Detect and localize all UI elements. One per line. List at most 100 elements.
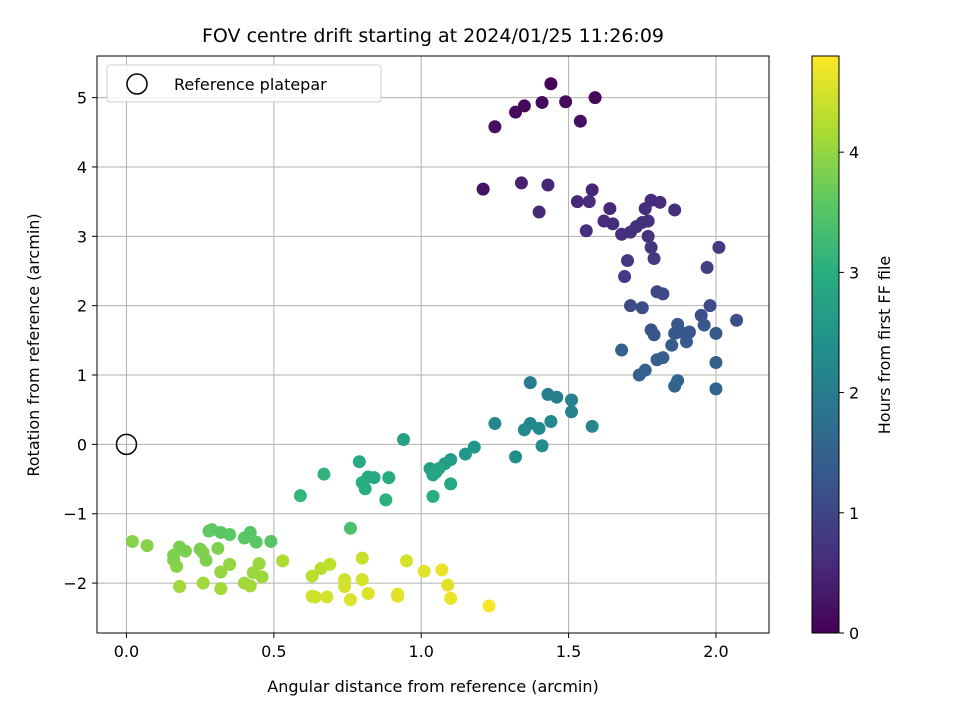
data-point	[214, 565, 228, 579]
data-point	[355, 573, 369, 587]
data-point	[585, 419, 599, 433]
colorbar-gradient	[812, 56, 839, 633]
data-point	[488, 120, 502, 134]
data-point	[585, 183, 599, 197]
data-point	[588, 91, 602, 105]
data-point	[173, 540, 187, 554]
y-tick-label: 5	[77, 89, 87, 108]
data-point	[535, 439, 549, 453]
data-point	[355, 551, 369, 565]
y-tick-label: −2	[63, 574, 87, 593]
data-point	[606, 217, 620, 231]
data-point	[264, 534, 278, 548]
data-point	[579, 224, 593, 238]
data-point	[523, 376, 537, 390]
data-point	[638, 202, 652, 216]
data-point	[603, 202, 617, 216]
data-point	[570, 195, 584, 209]
data-point	[320, 590, 334, 604]
colorbar-tick-label: 3	[849, 263, 859, 282]
data-point	[712, 240, 726, 254]
data-point	[358, 482, 372, 496]
data-point	[644, 240, 658, 254]
data-point	[656, 351, 670, 365]
data-point	[276, 554, 290, 568]
data-point	[125, 534, 139, 548]
legend-box	[106, 64, 382, 103]
chart-title: FOV centre drift starting at 2024/01/25 …	[202, 25, 664, 47]
data-point	[444, 477, 458, 491]
data-point	[426, 489, 440, 503]
x-tick-label: 2.0	[703, 642, 728, 661]
y-tick-label: 0	[77, 435, 87, 454]
data-point	[656, 287, 670, 301]
data-point	[700, 261, 714, 275]
data-point	[317, 467, 331, 481]
data-point	[532, 205, 546, 219]
data-point	[435, 563, 449, 577]
y-tick-label: 1	[77, 366, 87, 385]
x-tick-label: 0.0	[114, 642, 139, 661]
data-point	[697, 318, 711, 332]
data-point	[709, 356, 723, 370]
data-point	[391, 589, 405, 603]
data-point	[173, 580, 187, 594]
data-point	[559, 95, 573, 109]
data-point	[535, 95, 549, 109]
data-point	[509, 105, 523, 119]
data-point	[647, 328, 661, 342]
y-tick-label: −1	[63, 505, 87, 524]
colorbar-tick-label: 2	[849, 384, 859, 403]
plot-area-frame	[96, 55, 770, 634]
data-point	[308, 590, 322, 604]
y-axis-label: Rotation from reference (arcmin)	[24, 213, 43, 476]
data-point	[293, 489, 307, 503]
data-point	[703, 299, 717, 313]
data-point	[223, 528, 237, 542]
data-point	[632, 368, 646, 382]
data-point	[565, 393, 579, 407]
data-point	[323, 557, 337, 571]
colorbar-tick-label: 1	[849, 504, 859, 523]
data-point	[397, 433, 411, 447]
data-point	[249, 535, 263, 549]
data-point	[618, 270, 632, 284]
data-point	[709, 326, 723, 340]
data-point	[621, 254, 635, 268]
data-point	[170, 559, 184, 573]
data-point	[668, 203, 682, 217]
data-point	[467, 440, 481, 454]
colorbar: 0 1 2 3 4 Hours from first FF file	[811, 55, 894, 643]
data-point	[441, 578, 455, 592]
data-point	[573, 114, 587, 128]
data-point	[243, 525, 257, 539]
data-point	[140, 539, 154, 553]
data-point	[305, 569, 319, 583]
data-point	[623, 299, 637, 313]
data-point	[482, 599, 496, 613]
data-point	[517, 423, 531, 437]
data-point	[709, 382, 723, 396]
data-point	[199, 553, 213, 567]
data-point	[615, 343, 629, 357]
data-point	[565, 405, 579, 419]
data-point	[367, 471, 381, 485]
data-point	[665, 338, 679, 352]
data-point	[255, 570, 269, 584]
data-point	[458, 447, 472, 461]
y-axis-ticks: −2 −1 0 1 2 3 4 5	[63, 89, 97, 593]
data-point	[343, 593, 357, 607]
data-point	[641, 214, 655, 228]
colorbar-tick-label: 0	[849, 624, 859, 643]
reference-platepar-marker	[115, 433, 138, 456]
data-point	[223, 557, 237, 571]
legend-entry-reference-platepar: Reference platepar	[174, 75, 327, 94]
x-axis-ticks: 0.0 0.5 1.0 1.5 2.0	[114, 633, 729, 661]
data-point	[338, 580, 352, 594]
data-point	[214, 582, 228, 596]
data-point	[343, 521, 357, 535]
x-tick-label: 0.5	[261, 642, 286, 661]
data-point	[243, 579, 257, 593]
legend: Reference platepar	[106, 64, 382, 103]
